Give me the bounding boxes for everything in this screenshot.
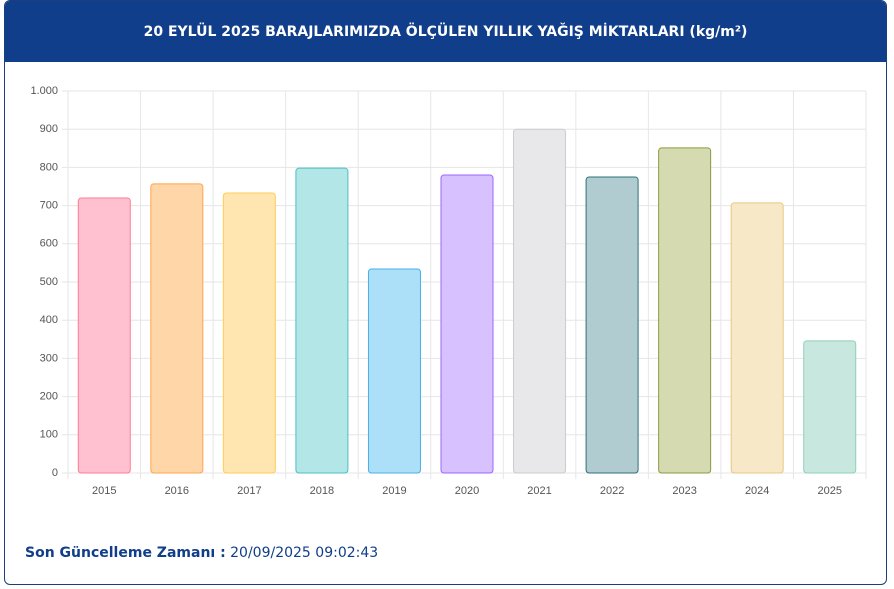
footer: Son Güncelleme Zamanı : 20/09/2025 09:02… (25, 545, 378, 561)
x-tick-label: 2018 (310, 485, 334, 497)
bar (658, 147, 712, 474)
chart-title: 20 EYLÜL 2025 BARAJLARIMIZDA ÖLÇÜLEN YIL… (5, 1, 886, 62)
x-tick-label: 2016 (165, 485, 189, 497)
update-label: Son Güncelleme Zamanı : (25, 545, 226, 561)
bar (150, 183, 204, 474)
y-tick-label: 300 (40, 352, 58, 364)
x-tick-label: 2024 (745, 485, 769, 497)
bar (440, 174, 494, 474)
y-tick-label: 700 (40, 200, 58, 212)
x-tick-label: 2020 (455, 485, 479, 497)
bar (585, 176, 639, 474)
x-tick-label: 2017 (237, 485, 261, 497)
bar (513, 128, 567, 474)
y-tick-label: 900 (40, 123, 58, 135)
x-tick-label: 2022 (600, 485, 624, 497)
y-tick-label: 400 (40, 314, 58, 326)
x-tick-label: 2015 (92, 485, 116, 497)
update-time: 20/09/2025 09:02:43 (230, 545, 379, 561)
x-tick-label: 2023 (672, 485, 696, 497)
x-tick-label: 2025 (817, 485, 841, 497)
bar (367, 268, 421, 474)
x-tick-label: 2019 (382, 485, 406, 497)
y-tick-label: 600 (40, 238, 58, 250)
bar (803, 340, 857, 474)
y-tick-label: 800 (40, 161, 58, 173)
bar (77, 197, 131, 474)
bar (730, 202, 784, 474)
y-tick-label: 1.000 (30, 85, 58, 97)
y-tick-label: 200 (40, 391, 58, 403)
bar (222, 192, 276, 474)
y-tick-label: 100 (40, 429, 58, 441)
card: 20 EYLÜL 2025 BARAJLARIMIZDA ÖLÇÜLEN YIL… (4, 0, 887, 585)
y-tick-label: 0 (52, 467, 58, 479)
y-tick-label: 500 (40, 276, 58, 288)
x-tick-label: 2021 (527, 485, 551, 497)
bar (295, 167, 349, 474)
